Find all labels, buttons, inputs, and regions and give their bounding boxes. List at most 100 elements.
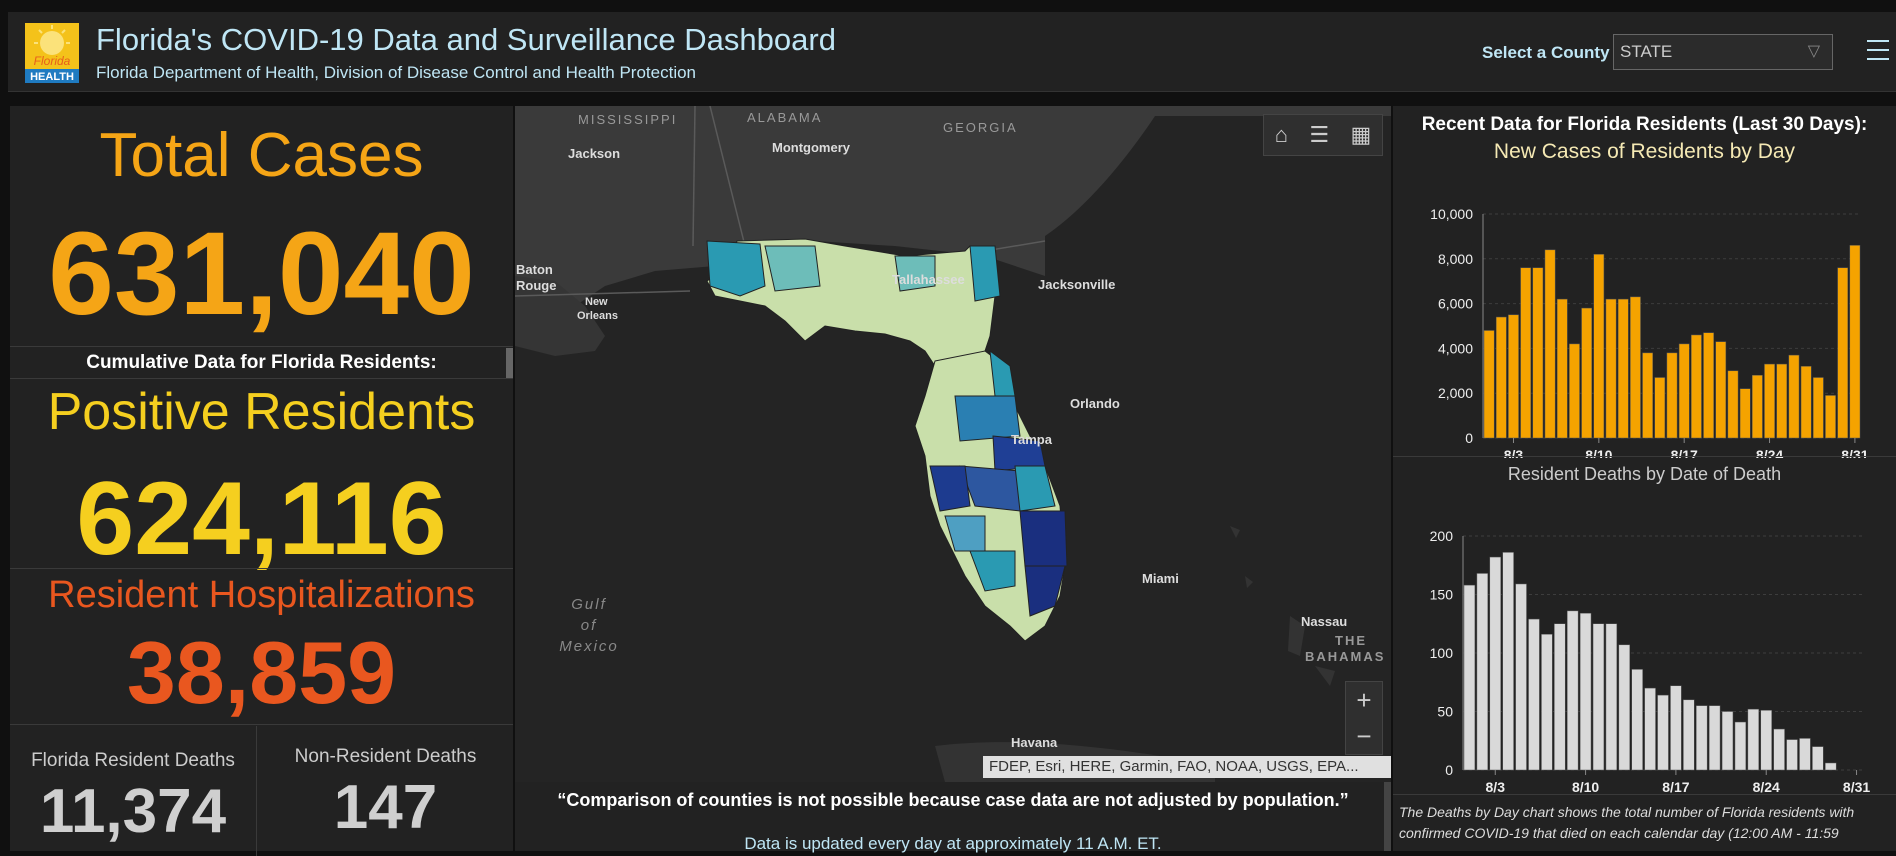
county-select[interactable]: STATE ▽ xyxy=(1613,34,1833,70)
charts-panel: Recent Data for Florida Residents (Last … xyxy=(1393,106,1896,851)
legend-list-icon[interactable]: ☰ xyxy=(1309,122,1330,147)
scrollbar[interactable] xyxy=(1384,782,1391,851)
bar[interactable] xyxy=(1786,739,1798,771)
map-canvas[interactable] xyxy=(515,106,1391,782)
map-label: MISSISSIPPI xyxy=(578,112,678,127)
map-label: Tallahassee xyxy=(892,272,965,287)
bar[interactable] xyxy=(1752,375,1763,439)
map-footer: “Comparison of counties is not possible … xyxy=(515,782,1391,853)
bar[interactable] xyxy=(1642,352,1653,439)
bar[interactable] xyxy=(1696,705,1708,771)
y-tick-label: 6,000 xyxy=(1438,296,1473,312)
scrollbar-thumb[interactable] xyxy=(506,348,513,378)
bar[interactable] xyxy=(1541,634,1553,771)
bar[interactable] xyxy=(1776,363,1788,439)
bar[interactable] xyxy=(1678,343,1690,439)
bar[interactable] xyxy=(1691,334,1702,439)
header-bar: Florida HEALTH Florida's COVID-19 Data a… xyxy=(8,12,1896,92)
bar[interactable] xyxy=(1825,395,1836,439)
fl-deaths-card: Florida Resident Deaths 11,374 xyxy=(10,726,257,856)
bar[interactable] xyxy=(1666,352,1678,439)
total-cases-label: Total Cases xyxy=(99,121,424,190)
bar[interactable] xyxy=(1605,298,1617,439)
x-tick-label: 8/31 xyxy=(1841,447,1868,458)
new-cases-chart[interactable]: 0 2,000 4,000 6,000 8,000 10,000 8/3 8/10 8/17 8/… xyxy=(1393,168,1896,458)
hamburger-menu-icon[interactable] xyxy=(1867,40,1889,67)
bar[interactable] xyxy=(1554,623,1566,771)
bar[interactable] xyxy=(1495,316,1507,439)
bar[interactable] xyxy=(1581,307,1592,439)
bar[interactable] xyxy=(1760,710,1772,771)
bar[interactable] xyxy=(1837,267,1849,439)
bar[interactable] xyxy=(1532,267,1544,439)
bar[interactable] xyxy=(1502,552,1514,771)
bar[interactable] xyxy=(1605,623,1618,771)
page-title: Florida's COVID-19 Data and Surveillance… xyxy=(96,22,836,57)
bar[interactable] xyxy=(1528,618,1540,771)
bar[interactable] xyxy=(1617,298,1629,439)
bar[interactable] xyxy=(1715,341,1727,439)
svg-text:HEALTH: HEALTH xyxy=(30,71,74,83)
bar[interactable] xyxy=(1812,377,1824,439)
bar[interactable] xyxy=(1799,738,1811,771)
bar[interactable] xyxy=(1544,249,1556,439)
bar[interactable] xyxy=(1721,711,1734,771)
bar[interactable] xyxy=(1593,254,1605,439)
bar[interactable] xyxy=(1800,366,1812,439)
y-tick-label: 8,000 xyxy=(1438,251,1473,267)
deaths-chart-title: Resident Deaths by Date of Death xyxy=(1507,464,1782,484)
y-tick-label: 200 xyxy=(1430,528,1454,544)
divider xyxy=(10,724,513,725)
y-tick-label: 100 xyxy=(1430,645,1454,661)
bar[interactable] xyxy=(1630,296,1641,439)
bar[interactable] xyxy=(1579,612,1592,771)
bar[interactable] xyxy=(1489,556,1501,771)
bar[interactable] xyxy=(1483,330,1495,439)
bar[interactable] xyxy=(1727,370,1739,439)
nonres-deaths-card: Non-Resident Deaths 147 xyxy=(258,726,513,856)
bar[interactable] xyxy=(1849,245,1861,439)
bar[interactable] xyxy=(1747,708,1760,771)
bar[interactable] xyxy=(1556,298,1568,439)
bar[interactable] xyxy=(1592,623,1605,771)
bar[interactable] xyxy=(1463,584,1476,771)
bar[interactable] xyxy=(1631,669,1643,771)
y-tick-label: 150 xyxy=(1430,587,1454,603)
bar[interactable] xyxy=(1657,694,1669,771)
bar[interactable] xyxy=(1508,314,1519,439)
home-icon[interactable]: ⌂ xyxy=(1274,122,1288,147)
y-tick-label: 0 xyxy=(1445,762,1453,778)
bar[interactable] xyxy=(1476,573,1489,771)
x-tick-label: 8/3 xyxy=(1486,779,1506,795)
bar[interactable] xyxy=(1654,377,1666,439)
deaths-by-day-chart[interactable]: 0 50 100 150 200 8/3 8/10 8/17 8/24 8/31 xyxy=(1393,498,1896,798)
map-label: ALABAMA xyxy=(747,110,823,125)
bar[interactable] xyxy=(1703,332,1714,439)
basemap-gallery-icon[interactable]: ▦ xyxy=(1350,122,1372,147)
county-select-label: Select a County xyxy=(1482,43,1610,62)
bar[interactable] xyxy=(1788,354,1800,439)
bar[interactable] xyxy=(1764,363,1775,439)
bar[interactable] xyxy=(1618,644,1630,771)
county-map[interactable]: MISSISSIPPI ALABAMA GEORGIA Jackson Mont… xyxy=(515,106,1391,782)
hospitalizations-value: 38,859 xyxy=(126,623,397,722)
map-label: Miami xyxy=(1142,571,1179,586)
bar[interactable] xyxy=(1515,583,1527,771)
bar[interactable] xyxy=(1569,343,1580,439)
bar[interactable] xyxy=(1708,705,1721,771)
bar[interactable] xyxy=(1734,721,1747,771)
bar[interactable] xyxy=(1644,687,1656,771)
map-label: Rouge xyxy=(516,278,557,293)
bar[interactable] xyxy=(1812,746,1824,771)
bar[interactable] xyxy=(1739,388,1751,439)
zoom-out-button[interactable]: − xyxy=(1356,721,1372,751)
bar[interactable] xyxy=(1773,728,1785,771)
bar[interactable] xyxy=(1520,267,1532,439)
bar[interactable] xyxy=(1825,762,1837,771)
bar[interactable] xyxy=(1670,685,1682,771)
zoom-in-button[interactable]: + xyxy=(1356,685,1372,715)
bar[interactable] xyxy=(1683,699,1695,771)
bar[interactable] xyxy=(1566,610,1579,771)
x-tick-label: 8/24 xyxy=(1753,779,1780,795)
divider xyxy=(1393,794,1896,795)
